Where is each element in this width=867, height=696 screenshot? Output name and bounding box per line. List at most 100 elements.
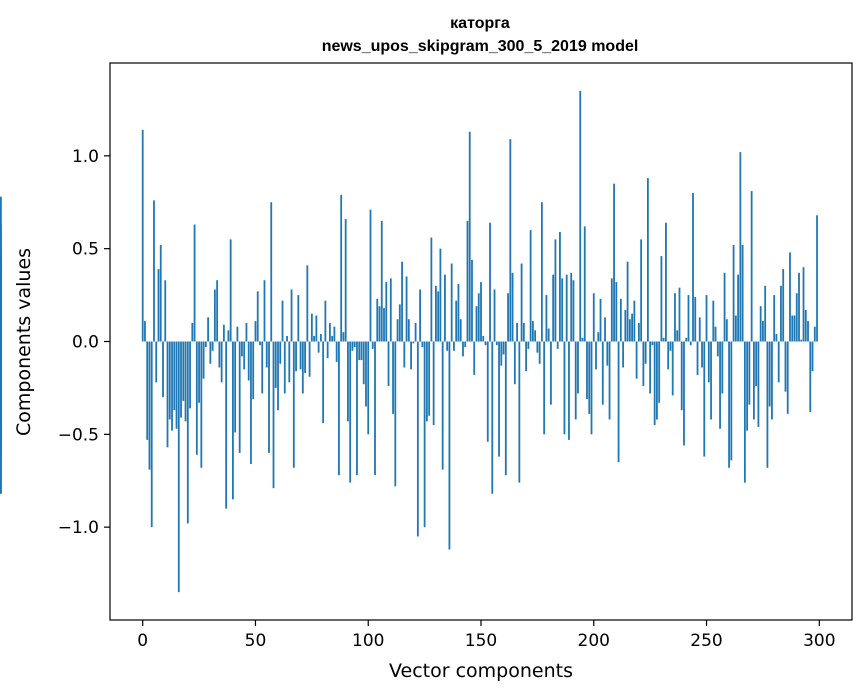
bar (243, 341, 246, 370)
bar (259, 341, 261, 346)
bar (692, 192, 694, 342)
bar (177, 341, 180, 593)
bar (775, 334, 778, 342)
bar (272, 341, 275, 489)
bar (434, 285, 437, 342)
y-tick-label: 1.0 (72, 147, 99, 167)
bar (430, 237, 433, 342)
bar (462, 341, 464, 357)
bar (592, 293, 595, 342)
bar (189, 341, 191, 409)
bar (509, 139, 512, 342)
bar (283, 341, 286, 394)
bar (486, 341, 489, 442)
bar (453, 341, 455, 351)
bar (791, 315, 794, 342)
bar (466, 220, 469, 342)
bar (0, 196, 2, 342)
bar (525, 341, 527, 372)
bar (610, 278, 613, 342)
bar (495, 341, 498, 346)
bar (723, 272, 726, 342)
bar (590, 341, 593, 435)
bar (344, 218, 347, 342)
bar (617, 341, 620, 463)
bar (784, 341, 787, 392)
x-axis-ticks: 0 50 100 150 200 250 300 (137, 620, 836, 651)
bar (624, 309, 627, 342)
bar (513, 341, 516, 385)
bar (326, 341, 329, 359)
bar (586, 341, 588, 400)
bar (574, 341, 577, 420)
bar (771, 341, 773, 420)
bar (274, 341, 277, 388)
bar (628, 319, 631, 342)
bar (279, 341, 282, 364)
bar (522, 322, 525, 342)
bar (338, 341, 340, 476)
bar (252, 341, 255, 400)
bar (737, 274, 739, 342)
bar (777, 341, 780, 383)
bar (516, 322, 518, 342)
bar (500, 341, 503, 366)
bar (468, 131, 471, 342)
bar (191, 322, 194, 342)
bar (816, 215, 818, 342)
bar (773, 295, 776, 342)
bar (313, 335, 315, 342)
bar (687, 295, 690, 342)
bar (802, 267, 805, 342)
bar (615, 282, 618, 342)
bar (371, 341, 374, 349)
bar (480, 282, 482, 342)
bar (324, 300, 327, 342)
bar (410, 341, 412, 370)
bar (662, 337, 665, 342)
bar (317, 341, 320, 353)
bar (441, 341, 444, 470)
y-axis-ticks: −1.0 −0.5 0.0 0.5 1.0 (58, 147, 110, 538)
bar (150, 341, 153, 528)
bar (464, 341, 467, 348)
bar (270, 202, 273, 342)
bar (308, 341, 311, 377)
bar (241, 341, 243, 357)
bar (450, 263, 453, 342)
bar (556, 341, 559, 349)
bar (565, 274, 568, 342)
bar (204, 341, 207, 348)
bar (297, 295, 300, 342)
bar (236, 326, 239, 342)
bar (220, 341, 223, 383)
chart-subtitle: news_upos_skipgram_300_5_2019 model (322, 38, 639, 55)
bar (414, 322, 417, 342)
x-tick-label: 200 (578, 631, 610, 651)
bar (669, 341, 672, 351)
bar (333, 326, 336, 342)
bar (559, 231, 561, 342)
bar (750, 191, 753, 342)
bar (800, 339, 803, 342)
bar (536, 341, 539, 353)
bar (374, 341, 376, 476)
bar (362, 341, 365, 385)
bar (225, 341, 228, 509)
bar (455, 300, 458, 342)
bar (739, 152, 742, 342)
bar (604, 317, 606, 342)
bar (471, 259, 473, 342)
bar (148, 341, 151, 470)
bar (475, 306, 478, 342)
bar (209, 341, 212, 364)
bar (301, 341, 304, 394)
bar (319, 334, 322, 342)
bar (714, 326, 717, 342)
plot-frame (109, 62, 853, 621)
bar (216, 280, 219, 342)
bar (678, 287, 681, 342)
bar (734, 315, 737, 342)
x-tick-label: 50 (245, 631, 267, 651)
bar (811, 341, 814, 372)
